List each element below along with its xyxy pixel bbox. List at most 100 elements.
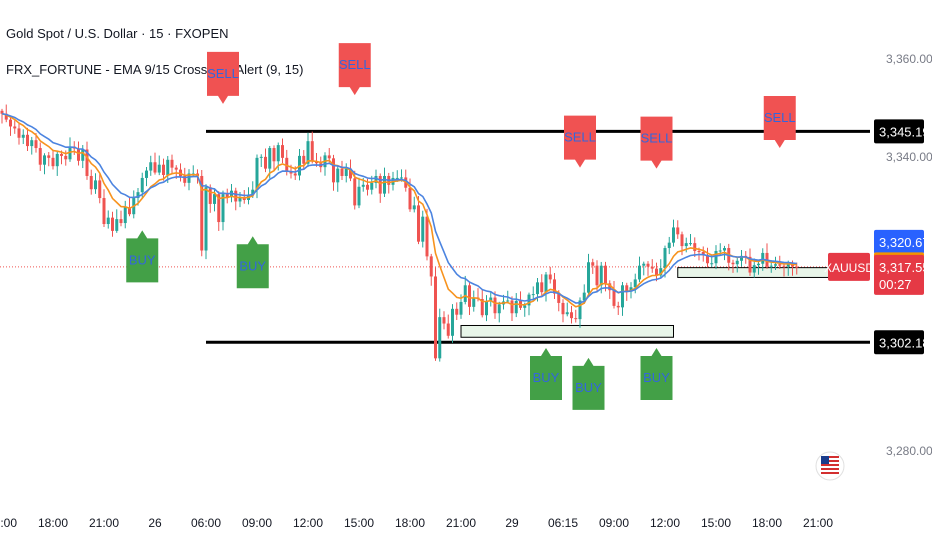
candle-body	[366, 184, 369, 190]
candle-body	[740, 255, 743, 261]
signal-marker	[640, 348, 673, 401]
candle-body	[417, 205, 420, 242]
candle-body	[374, 175, 378, 183]
candle-body	[667, 242, 671, 249]
buy-signal[interactable]: BUY	[640, 348, 673, 401]
candle-body	[395, 177, 399, 179]
candle-body	[225, 194, 229, 198]
candle-body	[536, 282, 539, 295]
candle-body	[561, 302, 565, 315]
flag-stripe	[821, 464, 839, 466]
candle-body	[701, 251, 705, 256]
candle-body	[51, 157, 55, 167]
candle-body	[616, 305, 620, 308]
candle-body	[455, 308, 459, 315]
candle-body	[85, 149, 89, 176]
signal-marker	[763, 96, 796, 149]
candle-body	[540, 282, 544, 293]
signal-label: SELL	[339, 57, 371, 72]
candle-body	[293, 173, 297, 176]
candle-body	[429, 256, 433, 277]
candle-body	[676, 227, 680, 235]
candle-body	[119, 219, 123, 224]
candle-body	[17, 128, 21, 138]
sell-signal[interactable]: SELL	[564, 115, 596, 168]
candle-body	[795, 266, 799, 268]
candle-body	[123, 207, 127, 224]
time-tick-label: 06:00	[191, 516, 221, 530]
candle-body	[200, 175, 204, 251]
candle-body	[106, 217, 110, 225]
sell-signal[interactable]: SELL	[338, 43, 371, 96]
candle-body	[166, 159, 170, 175]
time-tick-label: 12:00	[293, 516, 323, 530]
candle-body	[438, 317, 442, 359]
signal-label: SELL	[564, 130, 596, 145]
candle-body	[170, 159, 174, 168]
candle-body	[731, 262, 735, 265]
flag-icon[interactable]	[815, 451, 845, 481]
candle-body	[336, 168, 340, 183]
signal-marker	[338, 43, 371, 96]
time-axis[interactable]: 15:00 18:00 21:00 26 06:00 09:00 12:00 15:00 18:…	[0, 516, 833, 530]
candle-body	[650, 266, 654, 269]
candle-body	[608, 283, 612, 291]
candle-body	[310, 141, 314, 162]
candle-body	[26, 134, 29, 147]
candle-body	[400, 177, 403, 179]
candle-body	[149, 162, 153, 171]
buy-signal[interactable]: BUY	[126, 230, 159, 283]
candle-body	[574, 318, 578, 320]
candle-body	[523, 305, 527, 308]
candle-body	[327, 155, 331, 159]
time-tick-label: 21:00	[803, 516, 833, 530]
candle-body	[383, 175, 386, 194]
level-price-tag-bg	[874, 330, 924, 355]
candle-body	[157, 164, 161, 173]
candle-body	[238, 198, 242, 202]
candle-body	[361, 184, 365, 187]
candle-body	[510, 300, 514, 314]
candle-body	[349, 168, 352, 179]
symbol-title: Gold Spot / U.S. Dollar · 15 · FXOPEN	[6, 26, 229, 41]
signals[interactable]: SELL SELL SELL SELL SELL BUY BUY BUY BUY BUY	[126, 43, 796, 410]
candle-body	[47, 155, 51, 158]
candle-body	[425, 216, 429, 257]
candle-body	[4, 113, 8, 120]
candle-body	[633, 279, 637, 288]
candle-body	[213, 194, 216, 204]
signal-marker	[640, 116, 673, 169]
candle-body	[357, 186, 361, 206]
sell-signal[interactable]: SELL	[640, 116, 673, 169]
time-tick-label: 26	[148, 516, 162, 530]
last-price-tag-bg	[874, 254, 924, 295]
candle-body	[752, 265, 756, 273]
candle-body	[332, 158, 335, 183]
signal-label: BUY	[575, 380, 602, 395]
time-tick-label: 18:00	[38, 516, 68, 530]
buy-signal[interactable]: BUY	[236, 236, 269, 289]
signal-marker	[207, 51, 239, 104]
candle-body	[272, 148, 276, 162]
symbol-tag-bg	[828, 252, 870, 281]
buy-signal[interactable]: BUY	[530, 348, 562, 401]
sell-signal[interactable]: SELL	[763, 96, 796, 149]
candle-body	[183, 175, 187, 183]
candle-body	[599, 265, 603, 286]
time-tick-label: 12:00	[650, 516, 680, 530]
candle-body	[748, 256, 752, 273]
candle-body	[655, 268, 658, 276]
price-axis[interactable]: 3,360.00 3,340.00 3,280.00 3,345.19 3,302.18…	[824, 52, 932, 458]
countdown-tag: 00:27	[879, 277, 912, 292]
candle-body	[55, 153, 59, 167]
price-tick-label: 3,280.00	[886, 444, 932, 458]
candle-body	[451, 308, 454, 336]
buy-signal[interactable]: BUY	[572, 357, 605, 410]
candle-body	[757, 263, 760, 266]
sell-signal[interactable]: SELL	[207, 51, 239, 104]
signal-label: SELL	[764, 110, 796, 125]
candle-body	[140, 177, 144, 193]
signal-marker	[530, 348, 562, 401]
signal-label: SELL	[207, 66, 239, 81]
